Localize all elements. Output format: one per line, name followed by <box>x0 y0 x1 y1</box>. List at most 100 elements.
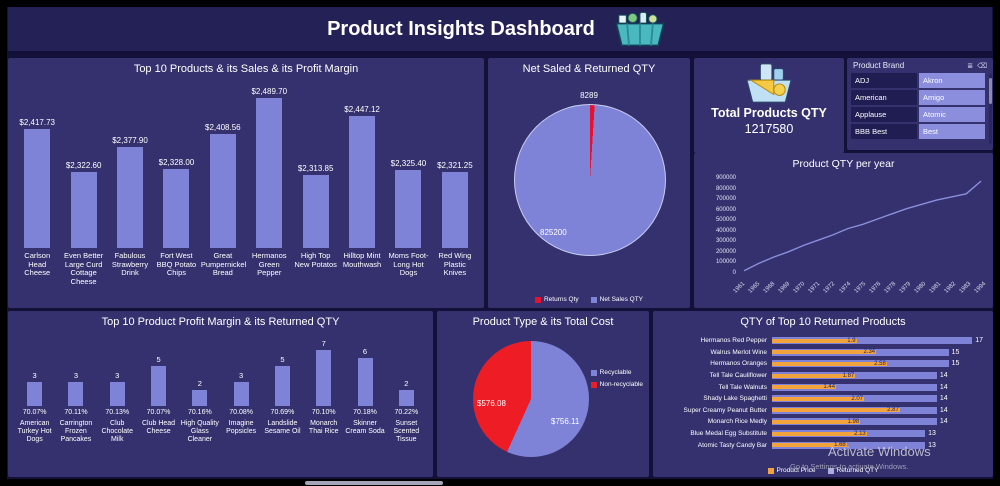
activate-windows-watermark: Activate Windows Go to Settings to activ… <box>790 444 931 471</box>
multi-select-icon[interactable]: ≣ <box>967 62 974 70</box>
qty-line-plot[interactable] <box>740 175 985 276</box>
profit-margin-label: 70.11% <box>64 409 88 416</box>
bar-column: 2 70.16% High Quality Glass Cleaner <box>179 334 220 444</box>
bar[interactable] <box>357 358 373 406</box>
legend-item[interactable]: Recyclable <box>590 369 631 376</box>
product-price-bar[interactable]: 2.58 <box>772 361 887 367</box>
x-axis-label: 1970 <box>792 281 807 295</box>
category-label: Great Pumpernickel Bread <box>200 251 247 277</box>
bar-value-label: 2 <box>404 379 409 388</box>
bar[interactable] <box>109 382 125 406</box>
returned-qty-bar[interactable] <box>772 337 973 345</box>
bar[interactable] <box>24 129 51 248</box>
legend-item[interactable]: Net Sales QTY <box>590 296 643 303</box>
price-value-label: 1.9 <box>847 337 856 344</box>
bar-value-label: $2,377.90 <box>112 136 148 146</box>
bar-area: $2,417.73 <box>19 81 55 248</box>
horizontal-scrollbar[interactable] <box>305 481 443 485</box>
kpi-value: 1217580 <box>744 122 794 136</box>
product-price-bar[interactable]: 1.98 <box>772 419 861 425</box>
bar-value-label: $2,322.60 <box>65 160 102 170</box>
bar-area: $2,328.00 <box>158 81 195 248</box>
bar[interactable] <box>151 366 167 406</box>
returned-qty-bar[interactable] <box>772 383 937 391</box>
bar-value-label: 3 <box>32 371 37 380</box>
bar-column: $2,321.25 Red Wing Plastic Knives <box>432 81 478 286</box>
bar-area: $2,447.12 <box>344 81 380 248</box>
product-price-bar[interactable]: 2.07 <box>772 396 865 402</box>
slicer-item-american[interactable]: American <box>851 90 917 105</box>
qty-value-label: 15 <box>951 348 960 356</box>
chart-title: Product Type & its Total Cost <box>472 316 614 328</box>
profit-margin-label: 70.10% <box>311 409 336 416</box>
product-price-bar[interactable]: 2.87 <box>772 407 900 413</box>
bar-value-label: $2,328.00 <box>158 158 195 168</box>
product-price-bar[interactable]: 1.44 <box>772 384 837 390</box>
slicer-item-applause[interactable]: Applause <box>851 107 917 122</box>
x-axis-label: 1979 <box>898 281 913 295</box>
x-axis-label: 1971 <box>807 281 822 295</box>
x-axis-label: 1974 <box>838 281 852 295</box>
category-label: Even Better Large Curd Cottage Cheese <box>64 251 104 286</box>
y-axis-label: 200000 <box>715 248 736 255</box>
bar[interactable] <box>117 147 144 248</box>
category-label: Atomic Tasty Candy Bar <box>697 441 767 449</box>
bar[interactable] <box>233 382 249 406</box>
product-price-bar[interactable]: 1.9 <box>772 337 857 344</box>
bar[interactable] <box>398 390 414 406</box>
legend-item[interactable]: Product Price <box>767 467 816 474</box>
product-price-bar[interactable]: 1.68 <box>772 442 847 448</box>
bar[interactable] <box>163 169 190 248</box>
legend-item[interactable]: Non-recyclable <box>590 381 643 388</box>
bar[interactable] <box>395 170 422 248</box>
bar[interactable] <box>70 171 97 248</box>
slicer-item-adj[interactable]: ADJ <box>851 73 917 88</box>
profit-margin-label: 70.08% <box>229 409 253 416</box>
bar[interactable] <box>302 175 329 248</box>
bar-value-label: $2,313.85 <box>297 164 334 174</box>
bar[interactable] <box>192 390 208 406</box>
product-price-bar[interactable]: 2.34 <box>772 349 877 355</box>
net-sales-pie[interactable] <box>514 104 666 256</box>
returned-qty-bar[interactable] <box>772 441 926 449</box>
qty-value-label: 17 <box>975 337 984 345</box>
bar-column: $2,328.00 Fort West BBQ Potato Chips <box>153 81 199 286</box>
legend-item[interactable]: Returns Qty <box>534 296 579 303</box>
qty-value-label: 13 <box>928 441 936 449</box>
y-axis-label: 100000 <box>715 259 736 266</box>
slicer-item-amigo[interactable]: Amigo <box>919 90 985 105</box>
slicer-item-bbb-best[interactable]: BBB Best <box>851 124 917 139</box>
bar-value-label: 5 <box>156 355 161 364</box>
bar-track: 2.58 15 <box>772 358 985 369</box>
bar-column: $2,313.85 High Top New Potatos <box>292 81 338 286</box>
bar[interactable] <box>316 350 332 406</box>
slicer-scrollbar[interactable] <box>989 74 992 144</box>
bar[interactable] <box>441 172 468 248</box>
product-price-bar[interactable]: 2.13 <box>772 431 867 437</box>
category-label: Shady Lake Spaghetti <box>703 395 767 403</box>
bar[interactable] <box>349 116 376 248</box>
x-axis-label: 1981 <box>928 281 943 295</box>
category-label: Blue Medal Egg Substitute <box>690 430 767 438</box>
bar[interactable] <box>209 133 236 248</box>
product-price-bar[interactable]: 1.87 <box>772 373 856 379</box>
category-label: American Turkey Hot Dogs <box>17 420 52 443</box>
bar-value-label: 3 <box>115 371 120 380</box>
legend-item[interactable]: Returned QTY <box>827 467 878 474</box>
bar[interactable] <box>27 382 43 406</box>
slicer-item-best[interactable]: Best <box>919 124 985 139</box>
legend-label: Product Price <box>776 467 816 474</box>
product-type-pie[interactable] <box>473 341 589 457</box>
scrollbar-thumb[interactable] <box>989 78 992 104</box>
bar[interactable] <box>274 366 290 406</box>
slicer-item-akron[interactable]: Akron <box>919 73 985 88</box>
bar[interactable] <box>68 382 84 406</box>
dairy-icon <box>746 63 792 103</box>
bar-column: 5 70.07% Club Head Cheese <box>138 334 179 444</box>
slicer-item-atomic[interactable]: Atomic <box>919 107 985 122</box>
bar[interactable] <box>256 97 283 248</box>
bar-area: 3 <box>233 334 249 406</box>
bar-value-label: 3 <box>73 371 79 380</box>
clear-selection-icon[interactable]: ⌫ <box>977 62 987 70</box>
x-axis-label: 1980 <box>913 281 927 295</box>
